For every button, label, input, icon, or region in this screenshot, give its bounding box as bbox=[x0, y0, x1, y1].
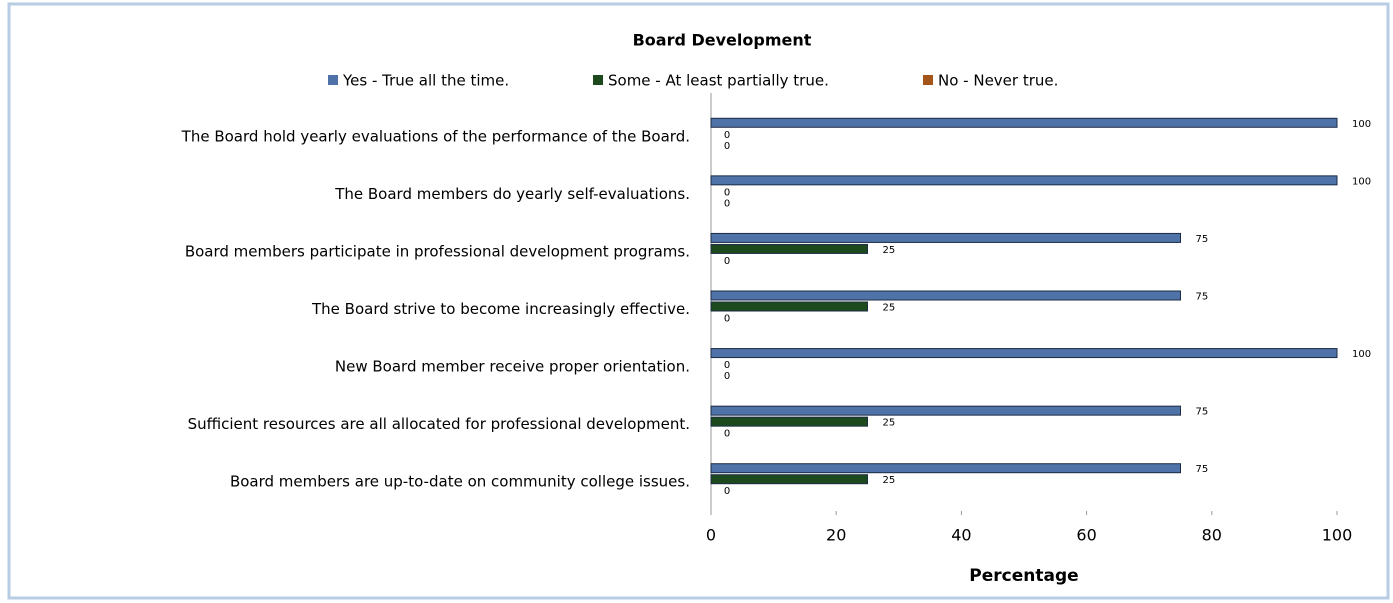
x-tick-label: 60 bbox=[1076, 526, 1096, 545]
data-label: 100 bbox=[1352, 119, 1371, 130]
bar bbox=[710, 405, 1181, 416]
bar bbox=[710, 243, 868, 254]
bar bbox=[710, 301, 868, 312]
data-label: 0 bbox=[724, 187, 730, 198]
x-axis-title: Percentage bbox=[969, 566, 1078, 586]
chart-frame bbox=[7, 2, 1390, 600]
data-label: 0 bbox=[724, 141, 730, 152]
data-label: 0 bbox=[724, 314, 730, 325]
legend-label: No - Never true. bbox=[938, 72, 1058, 90]
data-label: 25 bbox=[883, 245, 896, 256]
y-tick-label: The Board hold yearly evaluations of the… bbox=[181, 127, 690, 145]
bar bbox=[710, 175, 1338, 186]
bar bbox=[710, 463, 1181, 474]
legend-label: Yes - True all the time. bbox=[342, 72, 509, 90]
y-tick-label: Board members participate in professiona… bbox=[185, 242, 690, 260]
x-tick-label: 40 bbox=[951, 526, 971, 545]
data-label: 75 bbox=[1196, 407, 1209, 418]
bar bbox=[710, 290, 1181, 301]
bar bbox=[710, 232, 1181, 243]
x-tick-label: 20 bbox=[826, 526, 846, 545]
data-label: 0 bbox=[724, 486, 730, 497]
legend-label: Some - At least partially true. bbox=[608, 72, 829, 90]
y-tick-label: The Board strive to become increasingly … bbox=[311, 300, 690, 318]
data-label: 25 bbox=[883, 475, 896, 486]
data-label: 75 bbox=[1196, 292, 1209, 303]
data-label: 0 bbox=[724, 130, 730, 141]
data-label: 0 bbox=[724, 429, 730, 440]
y-tick-label: Board members are up-to-date on communit… bbox=[230, 473, 690, 491]
y-tick-label: The Board members do yearly self-evaluat… bbox=[334, 185, 690, 203]
chart-title: Board Development bbox=[633, 31, 812, 50]
data-label: 25 bbox=[883, 418, 896, 429]
y-tick-label: Sufficient resources are all allocated f… bbox=[188, 415, 690, 433]
y-tick-label: New Board member receive proper orientat… bbox=[335, 358, 690, 376]
legend-swatch bbox=[923, 75, 933, 85]
data-label: 75 bbox=[1196, 234, 1209, 245]
data-label: 0 bbox=[724, 256, 730, 267]
legend-swatch bbox=[593, 75, 603, 85]
data-label: 0 bbox=[724, 371, 730, 382]
bar bbox=[710, 348, 1338, 359]
legend-swatch bbox=[328, 75, 338, 85]
x-tick-label: 0 bbox=[706, 526, 716, 545]
bar bbox=[710, 117, 1338, 128]
data-label: 0 bbox=[724, 198, 730, 209]
bar bbox=[710, 416, 868, 427]
bar bbox=[710, 474, 868, 485]
x-tick-label: 100 bbox=[1322, 526, 1353, 545]
data-label: 0 bbox=[724, 360, 730, 371]
data-label: 75 bbox=[1196, 464, 1209, 475]
data-label: 100 bbox=[1352, 349, 1371, 360]
data-label: 100 bbox=[1352, 176, 1371, 187]
data-label: 25 bbox=[883, 303, 896, 314]
x-tick-label: 80 bbox=[1202, 526, 1222, 545]
